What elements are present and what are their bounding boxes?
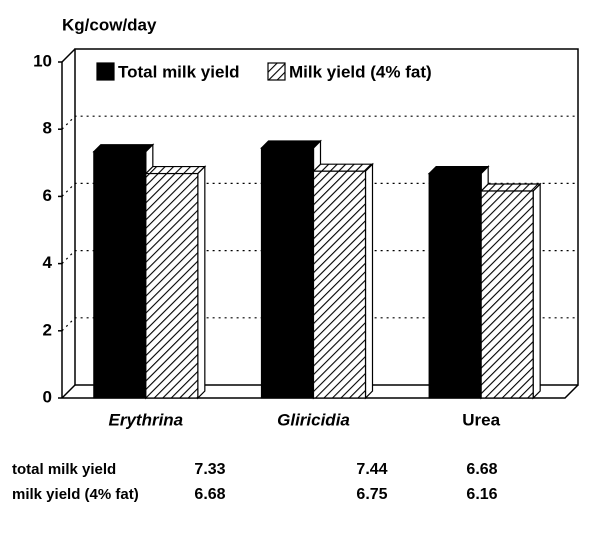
bar: [260, 147, 315, 399]
bar: [312, 170, 367, 399]
table-row-label: milk yield (4% fat): [12, 486, 139, 503]
legend-label: Total milk yield: [118, 62, 240, 81]
floor: [62, 384, 579, 399]
y-tick-label: 0: [43, 387, 52, 406]
bar-top: [427, 165, 490, 175]
bar-top: [312, 163, 374, 172]
bar-side: [197, 165, 206, 400]
y-tick-label: 10: [33, 51, 52, 70]
table-row-label: total milk yield: [12, 461, 116, 478]
x-tick-label: Erythrina: [109, 410, 184, 429]
legend-swatch: [96, 62, 115, 81]
bar-side: [364, 162, 374, 400]
bar-top: [92, 144, 155, 153]
y-tick-label: 4: [43, 253, 53, 272]
bar: [428, 172, 482, 399]
bar-side: [532, 182, 541, 400]
y-axis-label: Kg/cow/day: [62, 15, 157, 34]
bar: [93, 151, 147, 399]
y-tick-label: 2: [43, 320, 52, 339]
bar-top: [479, 183, 542, 192]
grid-line: [61, 115, 578, 130]
grid-line: [61, 250, 578, 265]
y-tick-label: 6: [43, 186, 52, 205]
grid-line: [61, 182, 578, 197]
left-wall: [61, 48, 76, 399]
table-cell: 6.68: [466, 461, 497, 478]
bar-top: [260, 140, 322, 149]
table-cell: 6.75: [356, 486, 387, 503]
grid-line: [61, 317, 578, 332]
legend-label: Milk yield (4% fat): [289, 62, 432, 81]
bar-top: [144, 165, 207, 175]
table-cell: 6.68: [194, 486, 225, 503]
legend-swatch: [267, 62, 286, 81]
x-tick-label: Urea: [462, 410, 500, 429]
x-tick-label: Gliricidia: [277, 410, 350, 429]
table-cell: 6.16: [466, 486, 497, 503]
y-tick-label: 8: [43, 119, 52, 138]
bar: [480, 190, 534, 399]
table-cell: 7.33: [194, 461, 225, 478]
table-cell: 7.44: [356, 461, 387, 478]
bar: [145, 172, 199, 399]
